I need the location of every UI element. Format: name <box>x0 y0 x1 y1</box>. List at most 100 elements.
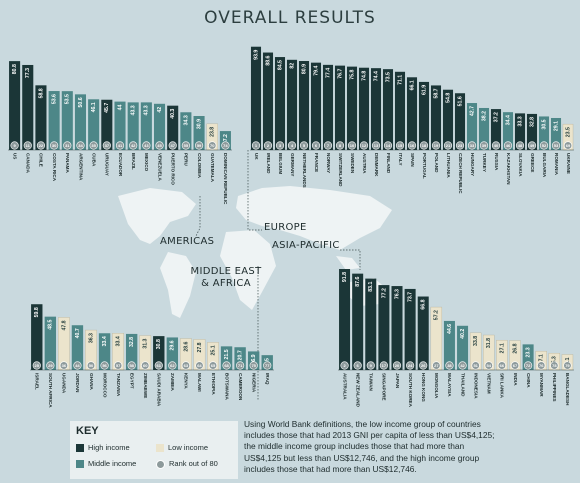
value-label: 75.8 <box>349 70 355 80</box>
rank-marker <box>181 361 190 370</box>
rank-marker <box>407 141 417 150</box>
rank-marker <box>479 141 489 150</box>
category-label: BOTSWANA <box>224 373 229 400</box>
value-label: 23.8 <box>210 127 216 137</box>
rank-marker <box>168 141 177 150</box>
bar <box>418 81 430 150</box>
rank-marker <box>155 141 164 150</box>
value-label: 15.3 <box>552 356 558 366</box>
rank-marker <box>379 361 388 370</box>
category-label: CHILE <box>39 153 44 167</box>
rank-swatch <box>156 459 165 469</box>
value-label: 32.8 <box>129 337 135 347</box>
note-line: Using World Bank definitions, the low in… <box>244 419 481 429</box>
category-label: AUSTRALIA <box>342 373 347 400</box>
note: Using World Bank definitions, the low in… <box>244 419 578 475</box>
value-label: 45.7 <box>104 103 110 113</box>
category-label: JAPAN <box>395 373 400 389</box>
rank-marker <box>323 141 333 150</box>
region-label: MIDDLE EAST & AFRICA <box>190 266 262 289</box>
charts: 80.89US77.311CANADA58.822CHILE53.630COST… <box>8 46 574 408</box>
category-label: CAMEROON <box>238 373 243 401</box>
rank-label: 54 <box>487 363 492 368</box>
bar <box>346 66 358 150</box>
rank-label: 29 <box>48 363 53 368</box>
value-label: 29.6 <box>170 340 176 350</box>
rank-label: 18 <box>422 143 427 148</box>
bar <box>370 68 382 150</box>
rank-marker <box>127 361 136 370</box>
rank-label: 34 <box>78 143 83 148</box>
bar <box>365 278 377 370</box>
rank-label: 30 <box>52 143 57 148</box>
bar <box>538 116 550 150</box>
rank-marker <box>275 141 285 150</box>
note-line: includes those that had 2013 GNI per cap… <box>244 430 495 441</box>
bar <box>526 113 538 150</box>
bar <box>322 64 334 150</box>
rank-marker <box>419 361 428 370</box>
rank-label: 62 <box>170 363 175 368</box>
rank-marker <box>395 141 405 150</box>
bar <box>310 62 322 150</box>
rank-label: 38 <box>447 363 452 368</box>
rank-label: 8 <box>339 143 342 148</box>
category-label: SOUTH KOREA <box>408 373 413 408</box>
rank-label: 13 <box>374 143 379 148</box>
value-label: 93.9 <box>253 50 259 60</box>
value-label: 46.1 <box>91 102 97 112</box>
category-label: GERMANY <box>290 153 295 176</box>
key-swatch <box>76 460 84 469</box>
value-label: 16.9 <box>251 354 257 364</box>
value-label: 87.6 <box>355 277 361 287</box>
key-label: Middle income <box>88 459 137 468</box>
rank-label: 12 <box>362 143 367 148</box>
value-label: 88.6 <box>265 55 271 65</box>
rank-marker <box>142 141 151 150</box>
rank-label: 2 <box>343 363 346 368</box>
category-label: ARGENTINA <box>78 153 83 181</box>
category-label: MALAYSIA <box>447 373 452 397</box>
bar <box>71 325 84 370</box>
value-label: 32.8 <box>529 117 535 127</box>
key-label: High income <box>88 443 130 452</box>
rank-marker <box>539 141 549 150</box>
rank-marker <box>503 141 513 150</box>
bar <box>550 117 562 150</box>
value-label: 61.9 <box>421 85 427 95</box>
rank-marker <box>371 141 381 150</box>
category-label: GHANA <box>89 373 94 391</box>
bar <box>406 77 418 150</box>
bar <box>298 61 310 151</box>
value-label: 80.9 <box>301 64 307 74</box>
category-label: TANZANIA <box>116 373 121 397</box>
category-label: SINGAPORE <box>382 373 387 401</box>
bar <box>167 105 179 150</box>
category-label: HONG KONG <box>421 373 426 402</box>
rank-label: 42 <box>131 143 136 148</box>
rank-marker <box>419 141 429 150</box>
rank-label: 71 <box>238 363 243 368</box>
key-label: Low income <box>168 443 209 452</box>
rank-marker <box>236 361 245 370</box>
rank-marker <box>383 141 393 150</box>
rank-marker <box>115 141 125 150</box>
rank-label: 9 <box>370 363 373 368</box>
bar <box>114 101 126 150</box>
bar <box>430 85 442 150</box>
rank-marker <box>86 361 96 370</box>
bar <box>22 64 34 150</box>
bar <box>262 52 274 150</box>
category-label: PORTUGAL <box>422 153 427 179</box>
category-label: DENMARK <box>374 153 379 177</box>
value-label: 44 <box>117 104 123 110</box>
rank-marker <box>510 361 520 370</box>
value-label: 71.1 <box>397 75 403 85</box>
category-label: ISRAEL <box>35 373 40 390</box>
value-label: 34.3 <box>183 115 189 125</box>
rank-label: 61 <box>157 363 162 368</box>
key-title: KEY <box>76 425 99 437</box>
rank-label: 77 <box>265 363 270 368</box>
rank-marker <box>208 361 218 370</box>
